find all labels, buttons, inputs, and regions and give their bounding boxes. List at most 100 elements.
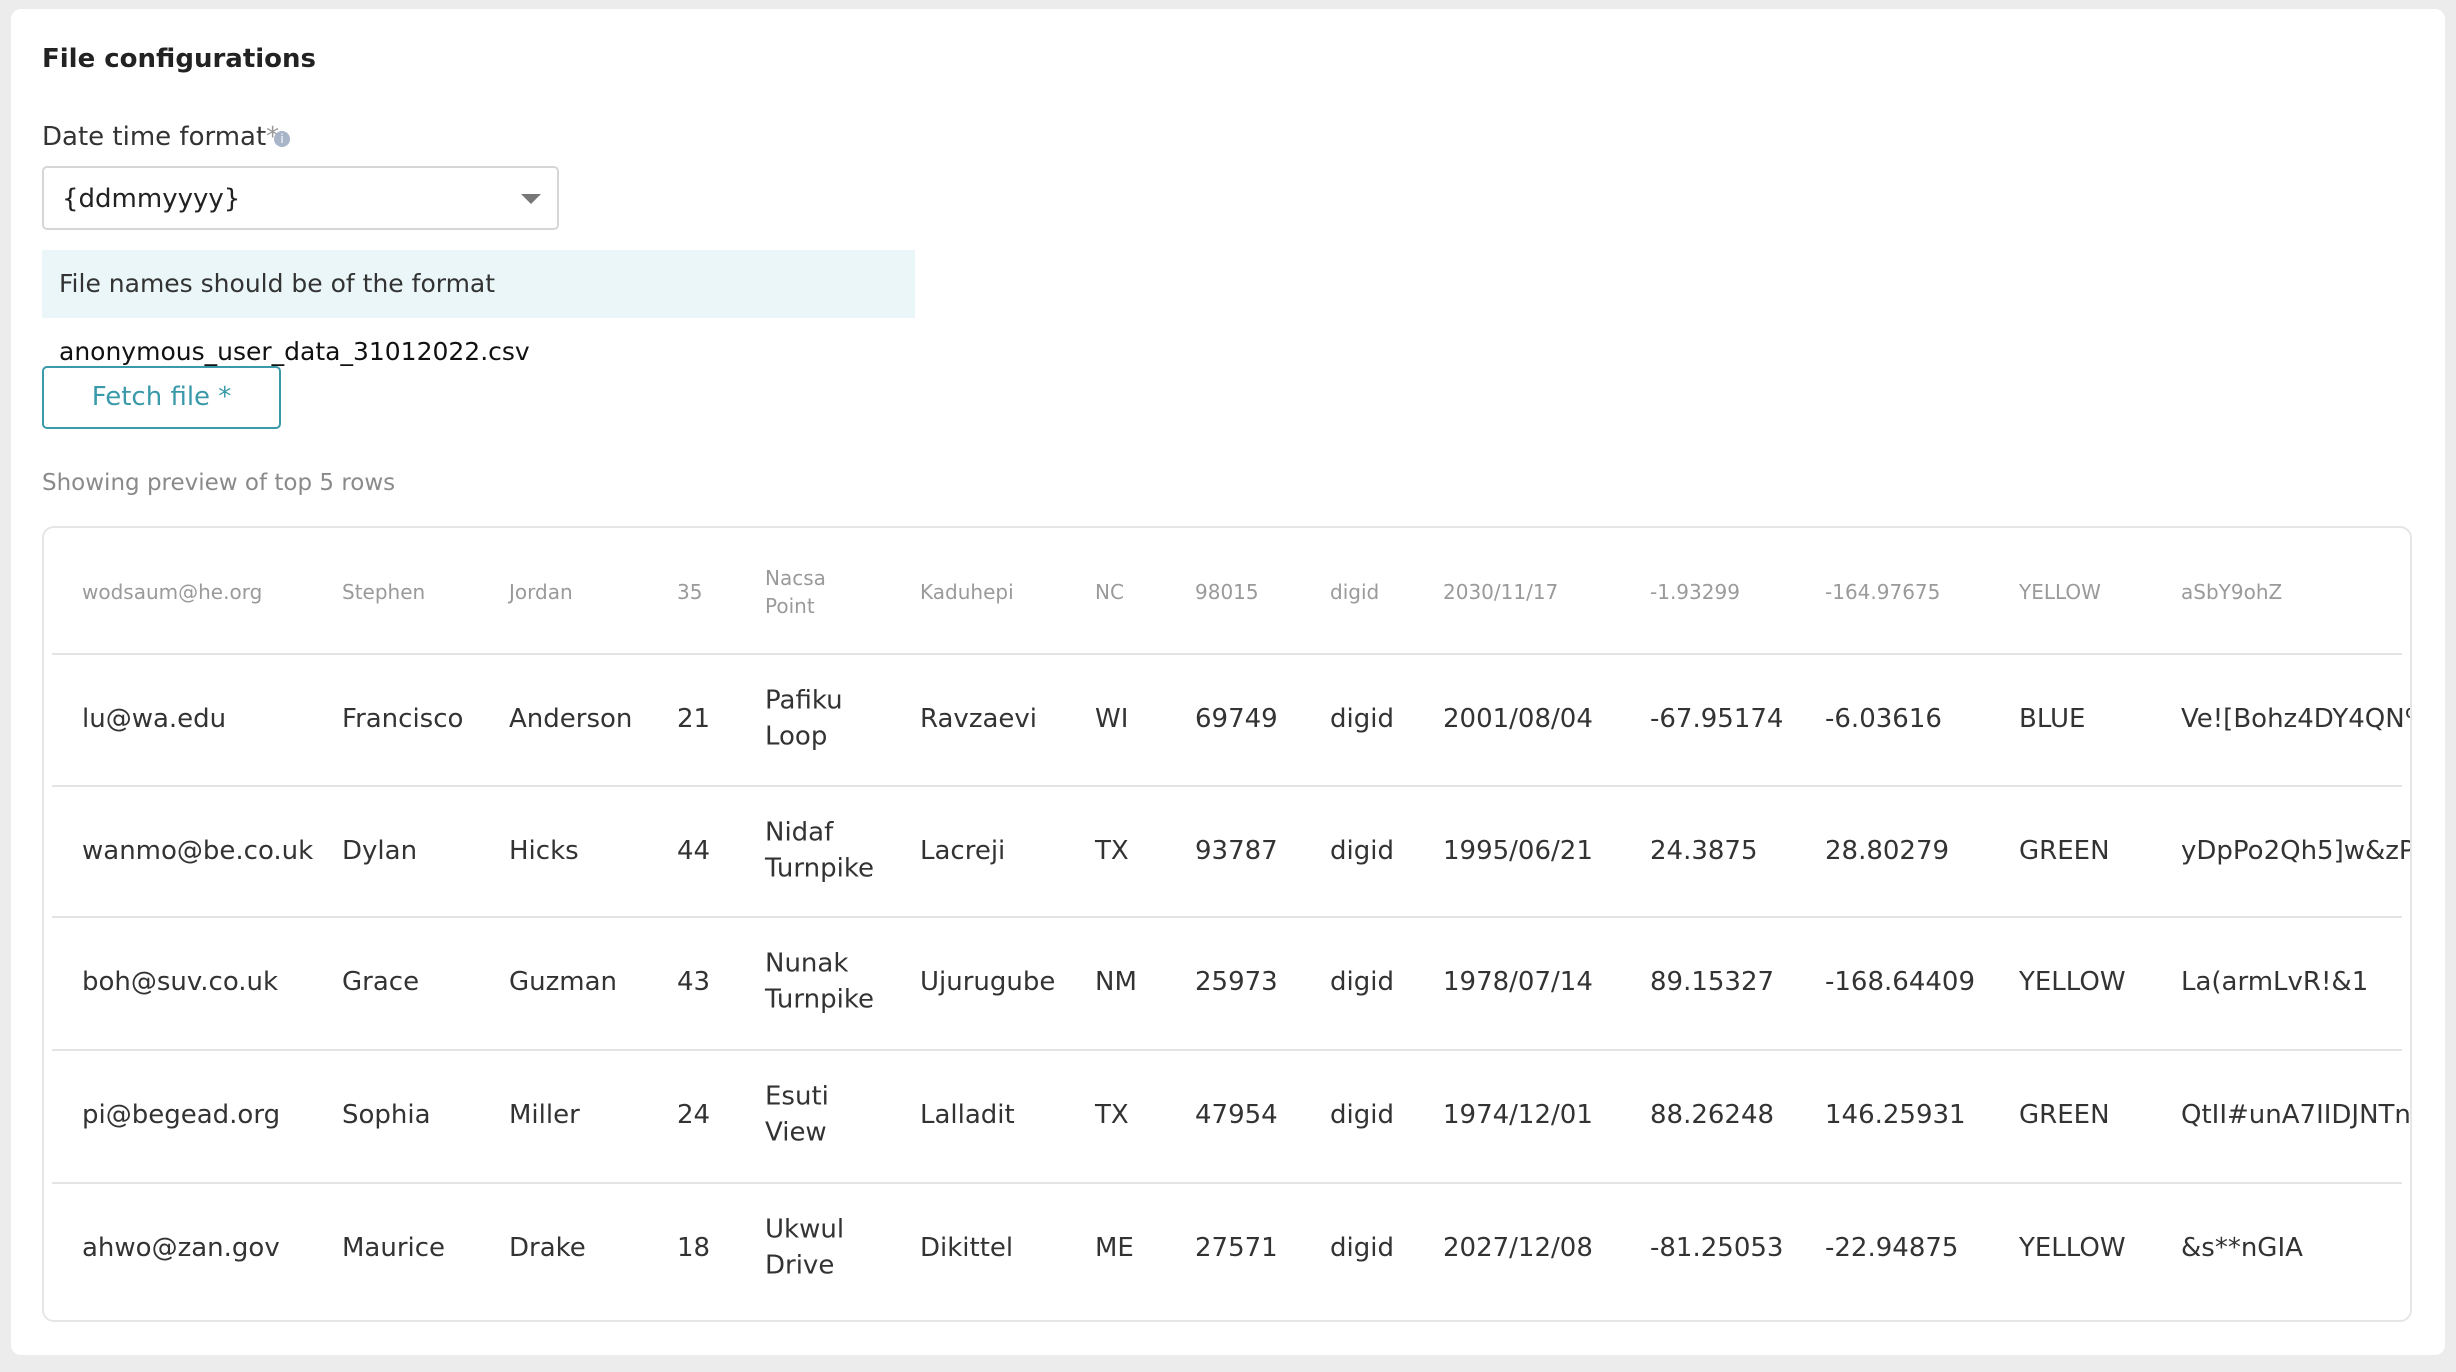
label-text: Date time format	[42, 122, 267, 152]
header-cell: 98015	[1195, 580, 1259, 604]
row-divider	[52, 653, 2402, 655]
table-cell: 28.80279	[1825, 835, 1950, 866]
table-cell: boh@suv.co.uk	[82, 966, 279, 997]
preview-note: Showing preview of top 5 rows	[42, 470, 396, 496]
table-cell: Drake	[509, 1232, 586, 1263]
table-cell: TX	[1095, 835, 1129, 866]
table-cell: 25973	[1195, 966, 1278, 997]
table-cell: La(armLvR!&1	[2181, 966, 2369, 997]
table-cell: Hicks	[509, 835, 579, 866]
table-cell: Anderson	[509, 703, 633, 734]
table-cell: Nidaf Turnpike	[765, 817, 874, 884]
table-cell: Lacreji	[920, 835, 1006, 866]
card	[11, 9, 2445, 1355]
table-cell: NM	[1095, 966, 1137, 997]
table-cell: Ve![Bohz4DY4QN%	[2181, 703, 2412, 734]
table-cell: 21	[677, 703, 711, 734]
table-cell: Ujurugube	[920, 966, 1056, 997]
table-cell: 1974/12/01	[1443, 1099, 1593, 1130]
table-cell: Ukwul Drive	[765, 1214, 845, 1281]
table-cell: &s**nGIA	[2181, 1232, 2303, 1263]
table-cell: -81.25053	[1650, 1232, 1784, 1263]
table-cell: WI	[1095, 703, 1129, 734]
table-cell: -67.95174	[1650, 703, 1784, 734]
header-cell: Kaduhepi	[920, 580, 1014, 604]
row-divider	[52, 916, 2402, 918]
table-cell: yDpPo2Qh5]w&zPD	[2181, 835, 2412, 866]
table-cell: ME	[1095, 1232, 1134, 1263]
date-format-select[interactable]: {ddmmyyyy}	[42, 166, 559, 230]
table-cell: lu@wa.edu	[82, 703, 227, 734]
row-divider	[52, 1049, 2402, 1051]
table-cell: 44	[677, 835, 711, 866]
fetch-button[interactable]: Fetch file *	[42, 366, 281, 429]
header-cell: aSbY9ohZ	[2181, 580, 2283, 604]
header-cell: Stephen	[342, 580, 426, 604]
preview-table: wodsaum@he.org Stephen Jordan 35 Nacsa Point…	[42, 526, 2412, 1322]
table-cell: YELLOW	[2019, 1232, 2126, 1263]
header-cell: NC	[1095, 580, 1124, 604]
table-cell: digid	[1330, 703, 1394, 734]
table-cell: YELLOW	[2019, 966, 2126, 997]
table-cell: Dikittel	[920, 1232, 1014, 1263]
hint-banner: File names should be of the format anony…	[42, 250, 915, 366]
table-cell: 47954	[1195, 1099, 1278, 1130]
header-cell: -164.97675	[1825, 580, 1941, 604]
table-cell: 27571	[1195, 1232, 1278, 1263]
table-cell: BLUE	[2019, 703, 2086, 734]
section-title: File configurations	[42, 44, 317, 74]
table-cell: wanmo@be.co.uk	[82, 835, 314, 866]
table-cell: Miller	[509, 1099, 580, 1130]
header-cell: 2030/11/17	[1443, 580, 1559, 604]
hint-prefix: File names should be of the format	[59, 269, 496, 298]
table-cell: Francisco	[342, 703, 464, 734]
field-label: Date time format*	[42, 122, 279, 152]
table-cell: pi@begead.org	[82, 1099, 281, 1130]
table-cell: Guzman	[509, 966, 618, 997]
table-cell: 18	[677, 1232, 711, 1263]
table-cell: Nunak Turnpike	[765, 948, 874, 1015]
table-cell: Esuti View	[765, 1081, 829, 1148]
table-cell: 1978/07/14	[1443, 966, 1593, 997]
header-cell: Jordan	[509, 580, 573, 604]
header-cell: 35	[677, 580, 703, 604]
table-cell: digid	[1330, 835, 1394, 866]
row-divider	[52, 1182, 2402, 1184]
info-icon[interactable]: i	[274, 131, 290, 147]
table-cell: 69749	[1195, 703, 1278, 734]
table-cell: 93787	[1195, 835, 1278, 866]
table-cell: -22.94875	[1825, 1232, 1959, 1263]
table-cell: GREEN	[2019, 835, 2110, 866]
table-cell: digid	[1330, 1099, 1394, 1130]
select-value: {ddmmyyyy}	[62, 184, 241, 214]
table-cell: Grace	[342, 966, 420, 997]
table-cell: QtII#unA7IIDJNTnE	[2181, 1099, 2412, 1130]
header-cell: YELLOW	[2019, 580, 2101, 604]
table-cell: 1995/06/21	[1443, 835, 1593, 866]
caret	[521, 194, 541, 204]
table-cell: Lalladit	[920, 1099, 1015, 1130]
row-divider	[52, 785, 2402, 787]
table-cell: Ravzaevi	[920, 703, 1037, 734]
table-cell: ahwo@zan.gov	[82, 1232, 280, 1263]
header-cell: Nacsa Point	[765, 566, 826, 618]
table-cell: Pafiku Loop	[765, 685, 843, 752]
table-cell: Sophia	[342, 1099, 431, 1130]
hint-file: anonymous_user_data_31012022.csv	[59, 337, 530, 366]
table-cell: 24	[677, 1099, 711, 1130]
table-cell: -6.03616	[1825, 703, 1942, 734]
table-cell: TX	[1095, 1099, 1129, 1130]
table-cell: -168.64409	[1825, 966, 1975, 997]
table-cell: 43	[677, 966, 711, 997]
header-cell: digid	[1330, 580, 1380, 604]
table-cell: 89.15327	[1650, 966, 1775, 997]
table-cell: GREEN	[2019, 1099, 2110, 1130]
table-cell: digid	[1330, 966, 1394, 997]
header-cell: -1.93299	[1650, 580, 1740, 604]
table-cell: 88.26248	[1650, 1099, 1775, 1130]
table-cell: 2027/12/08	[1443, 1232, 1593, 1263]
table-cell: 24.3875	[1650, 835, 1758, 866]
table-cell: Maurice	[342, 1232, 446, 1263]
table-cell: digid	[1330, 1232, 1394, 1263]
